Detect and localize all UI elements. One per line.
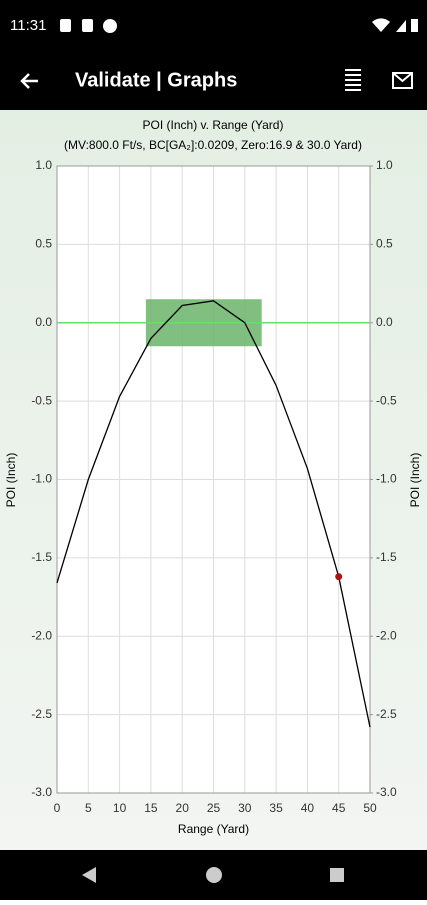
x-axis-label: Range (Yard) [178,822,249,836]
y2-tick-label: -0.5 [376,393,397,407]
y2-tick-label: -2.0 [376,628,397,642]
y-tick-label: 1.0 [35,158,52,172]
chart-subtitle: (MV:800.0 Ft/s, BC[GA₂]:0.0209, Zero:16.… [64,138,362,152]
x-tick-label: 10 [113,801,127,815]
status-icons [60,18,418,33]
y-tick-label: -0.5 [31,393,52,407]
app-title: Validate | Graphs [75,69,237,91]
y2-tick-label: -1.5 [376,550,397,564]
y2-tick-label: 1.0 [376,158,393,172]
chart: POI (Inch) v. Range (Yard) (MV:800.0 Ft/s… [4,118,422,836]
x-tick-label: 30 [238,801,252,815]
y2-tick-label: 0.5 [376,237,393,251]
x-tick-label: 25 [207,801,221,815]
top-bars [0,0,427,110]
y2-tick-label: 0.0 [376,315,393,329]
x-tick-label: 40 [301,801,315,815]
y2-axis-label: POI (Inch) [408,453,422,508]
x-tick-label: 5 [85,801,92,815]
x-tick-label: 50 [363,801,377,815]
x-tick-label: 35 [269,801,283,815]
y-tick-label: -2.0 [31,628,52,642]
x-tick-label: 15 [144,801,158,815]
x-tick-label: 45 [332,801,346,815]
menu-button[interactable] [345,69,361,91]
y-tick-label: -3.0 [31,785,52,799]
back-button[interactable] [20,73,38,89]
status-time: 11:31 [10,17,46,34]
x-tick-label: 20 [176,801,190,815]
x-tick-label: 0 [54,801,61,815]
trajectory-line [56,300,371,728]
y-tick-label: -1.0 [31,472,52,486]
nav-home[interactable] [206,867,222,883]
y-tick-label: -1.5 [31,550,52,564]
y-axis-label: POI (Inch) [4,453,18,508]
nav-recents[interactable] [330,868,344,882]
highlight-point [335,573,343,581]
y2-tick-label: -2.5 [376,707,397,721]
email-button[interactable] [392,72,413,89]
y-tick-label: 0.5 [35,237,52,251]
y2-tick-label: -1.0 [376,472,397,486]
y-tick-label: 0.0 [35,315,52,329]
plot-border [56,165,371,794]
y-tick-label: -2.5 [31,707,52,721]
nav-back[interactable] [82,867,96,883]
chart-title: POI (Inch) v. Range (Yard) [143,118,284,132]
y2-tick-label: -3.0 [376,785,397,799]
